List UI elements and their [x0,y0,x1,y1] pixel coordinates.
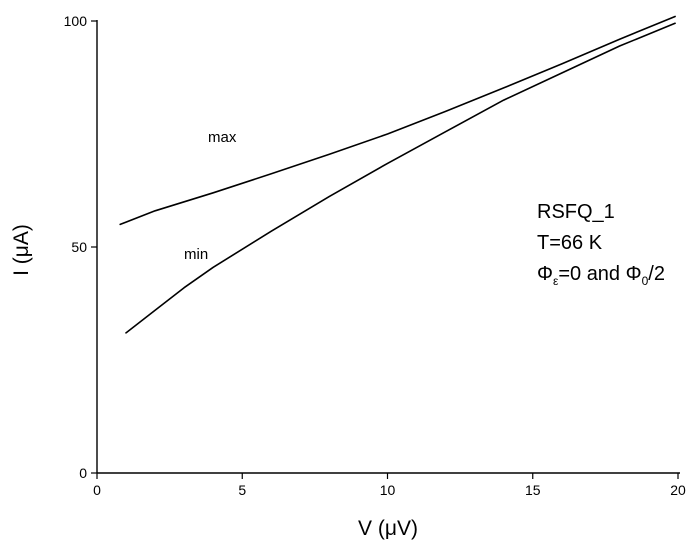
annotation-flux-sub-0: 0 [642,274,649,288]
annotation-flux: Φε=0 and Φ0/2 [537,263,665,288]
annotation-flux-mid: =0 and Φ [558,263,641,285]
annotation-flux-sub-e: ε [553,274,559,288]
y-tick-label-50: 50 [71,239,87,255]
plot-area [119,15,676,334]
annotation-temperature: T=66 K [537,232,603,254]
y-axis-label: I (μA) [10,224,33,276]
annotation-flux-phi-e: Φ [537,263,553,285]
series-line-max [119,15,676,226]
annotation-flux-end: /2 [648,263,665,285]
series-label-min: min [184,246,208,263]
x-tick-label-20: 20 [670,482,686,498]
series-label-max: max [208,129,237,146]
y-tick-label-0: 0 [79,465,87,481]
x-axis-label: V (μV) [358,517,418,540]
series-line-min [125,22,676,334]
axis-ticks: 0 5 10 15 20 0 50 100 [64,13,686,498]
y-tick-label-100: 100 [64,13,88,29]
x-tick-label-5: 5 [238,482,246,498]
x-tick-label-15: 15 [525,482,541,498]
x-tick-label-0: 0 [93,482,101,498]
x-tick-label-10: 10 [380,482,396,498]
annotation-device: RSFQ_1 [537,201,615,223]
